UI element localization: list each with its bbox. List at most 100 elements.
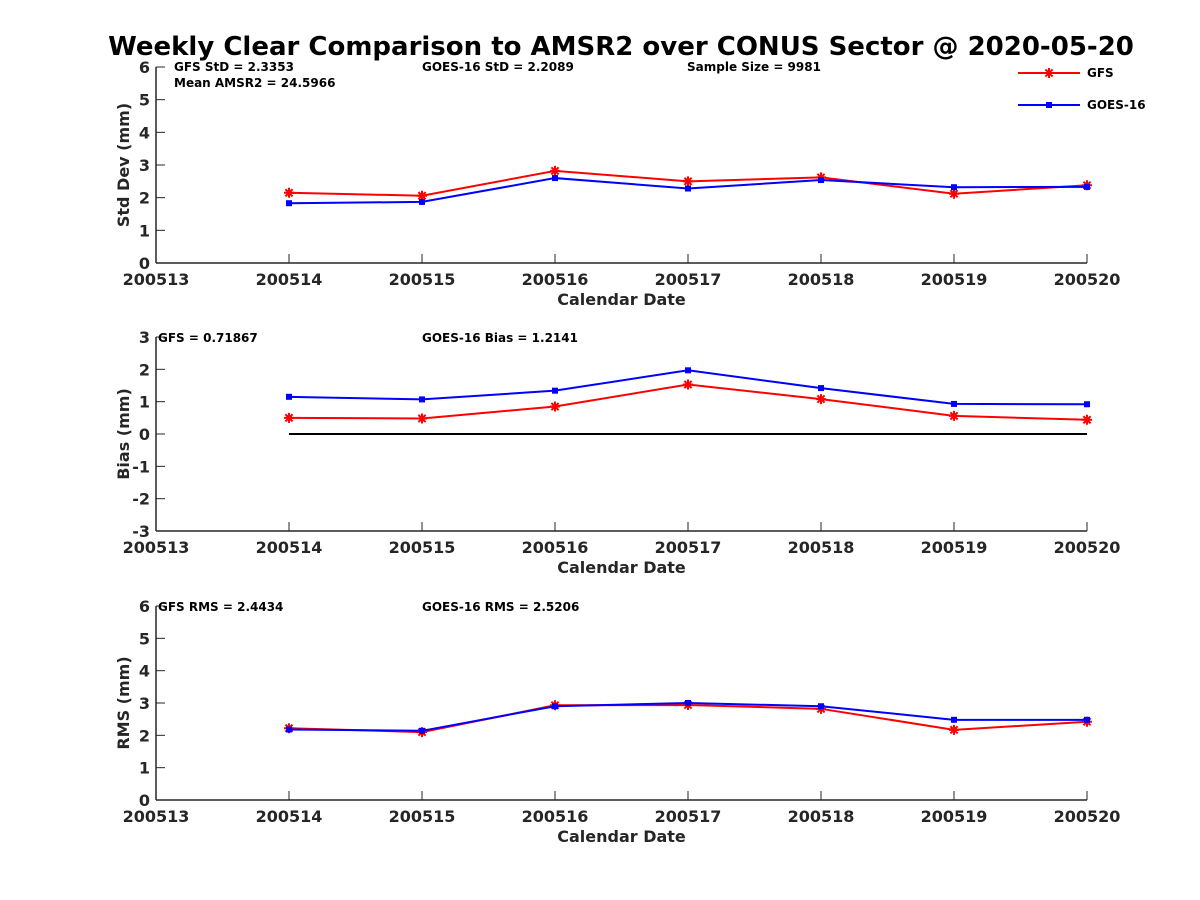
y-tick-label: 0 — [139, 425, 150, 444]
annotation: GOES-16 RMS = 2.5206 — [422, 600, 579, 614]
legend-marker — [1046, 102, 1052, 108]
goes-16-point — [286, 393, 292, 400]
gfs-point — [550, 401, 560, 412]
y-tick-label: 3 — [139, 328, 150, 347]
goes-16-point — [685, 367, 691, 374]
goes-16-point — [951, 400, 957, 407]
y-tick-label: 4 — [139, 662, 150, 681]
goes-16-point — [951, 716, 957, 723]
x-tick-label: 200517 — [655, 270, 722, 289]
gfs-point — [417, 190, 427, 201]
x-tick-label: 200520 — [1054, 538, 1121, 557]
legend-label: GOES-16 — [1087, 98, 1146, 112]
x-tick-label: 200513 — [123, 538, 190, 557]
x-tick-label: 200515 — [389, 538, 456, 557]
x-tick-label: 200518 — [788, 270, 855, 289]
goes-16-point — [552, 703, 558, 710]
y-tick-label: 3 — [139, 694, 150, 713]
x-tick-label: 200516 — [522, 807, 589, 826]
y-tick-label: 6 — [139, 58, 150, 77]
x-tick-label: 200516 — [522, 270, 589, 289]
goes-16-point — [951, 184, 957, 191]
y-tick-label: 3 — [139, 156, 150, 175]
y-tick-label: 5 — [139, 91, 150, 110]
legend: GFS GOES-16 — [1018, 66, 1146, 112]
x-tick-label: 200517 — [655, 538, 722, 557]
x-tick-label: 200513 — [123, 807, 190, 826]
gfs-point — [683, 176, 693, 187]
y-tick-label: 2 — [139, 360, 150, 379]
y-tick-label: 4 — [139, 123, 150, 142]
gfs-point — [949, 188, 959, 199]
chart-title: Weekly Clear Comparison to AMSR2 over CO… — [108, 32, 1134, 62]
panel-3: 200513 200514 200515 200516 200517 200518 2005… — [114, 597, 1120, 846]
annotation: Sample Size = 9981 — [687, 60, 821, 74]
y-tick-label: 2 — [139, 189, 150, 208]
annotation: GFS StD = 2.3353 — [174, 60, 294, 74]
goes-16-point — [818, 703, 824, 710]
y-tick-label: 0 — [139, 791, 150, 810]
gfs-point — [816, 394, 826, 405]
y-tick-label: -1 — [132, 457, 150, 476]
gfs-point — [417, 413, 427, 424]
annotation: GOES-16 Bias = 1.2141 — [422, 331, 578, 345]
x-tick-label: 200514 — [256, 538, 323, 557]
x-axis-label: Calendar Date — [557, 558, 686, 577]
y-tick-label: 1 — [139, 393, 150, 412]
goes-16-point — [685, 700, 691, 706]
legend-label: GFS — [1087, 66, 1114, 80]
annotation: GFS = 0.71867 — [158, 331, 258, 345]
y-tick-label: 2 — [139, 726, 150, 745]
gfs-point — [550, 165, 560, 176]
gfs-point — [949, 724, 959, 735]
panel-2: 200513 200514 200515 200516 200517 200518 2005… — [114, 328, 1120, 577]
x-tick-label: 200515 — [389, 807, 456, 826]
x-tick-label: 200514 — [256, 807, 323, 826]
y-tick-label: 1 — [139, 759, 150, 778]
x-tick-label: 200515 — [389, 270, 456, 289]
panel-1: 200513 200514 200515 200516 200517 200518 2005… — [114, 58, 1120, 309]
series-goes-16 — [286, 175, 1090, 207]
series-goes-16 — [286, 367, 1090, 408]
gfs-point — [949, 410, 959, 421]
gfs-point — [284, 187, 294, 198]
y-tick-label: -3 — [132, 522, 150, 541]
y-axis-label: Std Dev (mm) — [114, 103, 133, 227]
goes-16-point — [1084, 716, 1090, 723]
goes-16-point — [419, 198, 425, 205]
y-tick-label: 6 — [139, 597, 150, 616]
x-tick-label: 200519 — [921, 538, 988, 557]
gfs-point — [284, 412, 294, 423]
x-tick-label: 200520 — [1054, 270, 1121, 289]
x-tick-label: 200514 — [256, 270, 323, 289]
gfs-point — [683, 379, 693, 390]
y-tick-label: -2 — [132, 490, 150, 509]
x-tick-label: 200518 — [788, 807, 855, 826]
series-goes-16 — [286, 700, 1090, 734]
x-axis-label: Calendar Date — [557, 827, 686, 846]
y-axis-label: RMS (mm) — [114, 656, 133, 749]
goes-16-point — [818, 177, 824, 184]
panels: 200513 200514 200515 200516 200517 200518 2005… — [114, 58, 1120, 846]
x-tick-label: 200517 — [655, 807, 722, 826]
legend-entry-goes-16: GOES-16 — [1018, 98, 1146, 112]
x-tick-label: 200516 — [522, 538, 589, 557]
x-tick-label: 200518 — [788, 538, 855, 557]
gfs-point — [1082, 414, 1092, 425]
goes-16-point — [552, 387, 558, 394]
legend-entry-gfs: GFS — [1018, 66, 1114, 80]
goes-16-point — [818, 385, 824, 392]
goes-16-point — [419, 727, 425, 734]
annotation: Mean AMSR2 = 24.5966 — [174, 76, 335, 90]
series-gfs — [284, 379, 1092, 425]
y-axis-label: Bias (mm) — [114, 388, 133, 480]
goes-16-point — [286, 726, 292, 733]
goes-16-point — [552, 175, 558, 182]
x-tick-label: 200519 — [921, 270, 988, 289]
x-tick-label: 200513 — [123, 270, 190, 289]
annotation: GFS RMS = 2.4434 — [158, 600, 283, 614]
goes-16-point — [1084, 401, 1090, 408]
y-tick-label: 1 — [139, 221, 150, 240]
